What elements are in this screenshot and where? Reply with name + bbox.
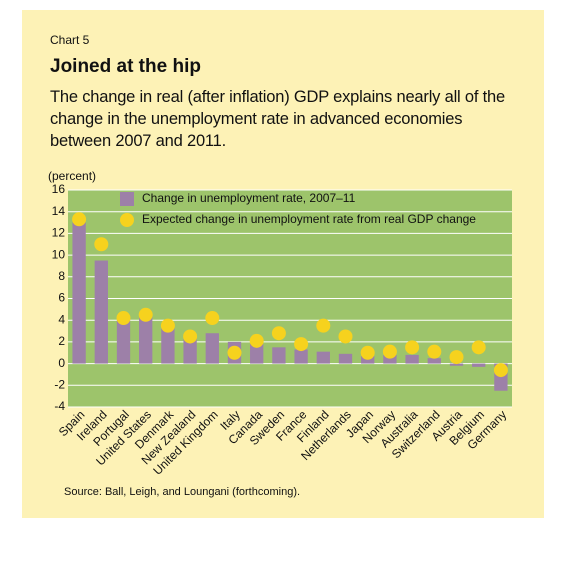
dot [205, 311, 220, 326]
bar [383, 354, 397, 364]
dot [382, 344, 397, 359]
bar [338, 353, 353, 364]
dot [316, 318, 331, 333]
bar [161, 327, 175, 364]
legend-label: Expected change in unemployment rate fro… [142, 212, 476, 226]
bar [72, 222, 86, 364]
dot [471, 340, 486, 355]
dot [249, 333, 264, 348]
source: Source: Ball, Leigh, and Loungani (forth… [64, 486, 301, 498]
y-tick-label: 12 [52, 226, 66, 240]
dot [227, 345, 242, 360]
bar [361, 356, 375, 364]
bar [316, 351, 330, 364]
dot [72, 212, 87, 227]
dot [449, 350, 464, 365]
dot [183, 329, 198, 344]
y-tick-label: 14 [52, 204, 66, 218]
subtitle: The change in real (after inflation) GDP… [50, 88, 505, 150]
bar [205, 333, 219, 364]
dot [427, 344, 442, 359]
dot [405, 340, 420, 355]
bar [294, 349, 308, 364]
bar [139, 314, 153, 364]
dot [271, 326, 286, 341]
bar [472, 363, 486, 367]
bar [405, 354, 419, 364]
y-tick-label: -2 [54, 377, 65, 391]
dot [94, 237, 109, 252]
y-tick-label: 10 [52, 247, 66, 261]
y-tick-label: 2 [58, 334, 65, 348]
bar [272, 347, 286, 364]
dot [138, 307, 153, 322]
dot [294, 337, 309, 352]
y-tick-label: -4 [54, 399, 65, 413]
chart-title: Joined at the hip [50, 56, 201, 77]
dot [338, 329, 353, 344]
legend-swatch [120, 213, 134, 227]
dot [493, 363, 508, 378]
kicker: Chart 5 [50, 33, 90, 47]
bar [250, 344, 264, 364]
dot [116, 311, 131, 326]
bar [116, 320, 131, 364]
bar [449, 363, 464, 366]
y-tick-label: 0 [58, 356, 65, 370]
bar [427, 358, 441, 364]
dot [360, 345, 375, 360]
y-tick-label: 16 [52, 182, 66, 196]
y-axis-label: (percent) [48, 169, 96, 183]
dot [160, 318, 175, 333]
y-tick-label: 8 [58, 269, 65, 283]
y-tick-label: 4 [58, 312, 65, 326]
legend-swatch [120, 192, 134, 206]
y-tick-label: 6 [58, 291, 65, 305]
bar [94, 260, 108, 364]
legend-label: Change in unemployment rate, 2007–11 [142, 191, 356, 205]
bar [183, 336, 197, 364]
